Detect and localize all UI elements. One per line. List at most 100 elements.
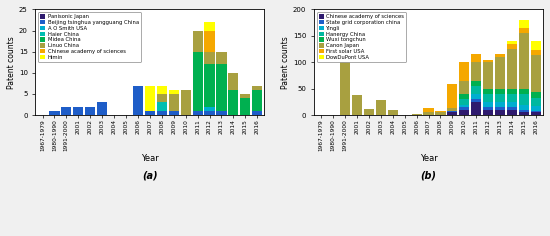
Bar <box>459 99 469 105</box>
Bar <box>192 52 203 111</box>
Bar <box>157 102 167 111</box>
Bar <box>471 62 481 81</box>
Bar <box>205 31 214 52</box>
Bar <box>519 113 529 115</box>
Bar <box>519 105 529 110</box>
Bar <box>471 81 481 86</box>
Legend: Panisonic Japan, Beijing tsinghua yangguang China, A O Smith USA, Haier China, M: Panisonic Japan, Beijing tsinghua yanggu… <box>38 12 141 62</box>
Bar <box>447 84 458 108</box>
Bar <box>97 102 107 115</box>
Bar <box>205 64 214 107</box>
Bar <box>483 102 493 107</box>
Bar <box>133 85 143 115</box>
Bar <box>471 54 481 62</box>
Bar <box>205 111 214 115</box>
Bar <box>180 90 191 115</box>
Bar <box>519 20 529 28</box>
Bar <box>507 94 517 102</box>
Bar <box>459 62 469 81</box>
Bar <box>169 90 179 94</box>
Bar <box>216 52 227 64</box>
Bar <box>531 55 541 93</box>
Bar <box>61 107 72 115</box>
Bar <box>471 86 481 94</box>
Bar <box>340 60 350 115</box>
Bar <box>50 111 59 115</box>
Bar <box>507 110 517 115</box>
Bar <box>507 44 517 49</box>
Bar <box>531 93 541 98</box>
Bar <box>228 90 239 115</box>
Bar <box>471 94 481 99</box>
Bar <box>205 107 214 111</box>
Bar <box>495 107 505 110</box>
Bar <box>145 85 155 111</box>
Bar <box>495 54 505 57</box>
Bar <box>240 94 250 98</box>
Bar <box>447 111 458 113</box>
Bar <box>447 113 458 115</box>
Bar <box>531 111 541 113</box>
Bar <box>436 113 446 115</box>
X-axis label: Year: Year <box>141 154 159 163</box>
Bar <box>459 94 469 99</box>
Bar <box>145 111 155 115</box>
Bar <box>376 100 386 115</box>
Bar <box>495 94 505 102</box>
Bar <box>169 111 179 115</box>
Bar <box>507 107 517 110</box>
Bar <box>507 89 517 94</box>
Bar <box>388 110 398 115</box>
Bar <box>205 22 214 31</box>
Bar <box>424 108 433 113</box>
Bar <box>216 64 227 111</box>
Bar <box>216 111 227 115</box>
Bar <box>519 94 529 105</box>
Bar <box>252 85 262 90</box>
Bar <box>252 90 262 111</box>
Bar <box>507 41 517 44</box>
Bar <box>157 111 167 115</box>
Y-axis label: Patent counts: Patent counts <box>7 36 16 89</box>
Bar <box>424 113 433 115</box>
Bar <box>205 52 214 64</box>
Bar <box>85 107 95 115</box>
Bar <box>192 31 203 52</box>
Bar <box>495 102 505 107</box>
Bar <box>531 98 541 106</box>
Bar <box>507 49 517 89</box>
Bar <box>240 98 250 115</box>
Bar <box>228 73 239 90</box>
Bar <box>519 110 529 113</box>
Bar <box>252 111 262 115</box>
Bar <box>459 110 469 115</box>
Bar <box>459 107 469 110</box>
Bar <box>483 60 493 62</box>
Bar <box>471 99 481 102</box>
Bar <box>169 94 179 111</box>
Bar <box>531 113 541 115</box>
Bar <box>495 110 505 115</box>
Bar <box>436 111 446 113</box>
Bar <box>352 95 362 115</box>
Legend: Chinese academy of sciences, State grid corporation china, Yingli, Hanergy China: Chinese academy of sciences, State grid … <box>317 12 406 62</box>
Bar <box>507 102 517 107</box>
Bar <box>459 105 469 107</box>
Bar <box>157 94 167 102</box>
Text: (b): (b) <box>421 170 437 180</box>
Bar <box>447 108 458 111</box>
Bar <box>531 50 541 55</box>
Bar <box>73 107 84 115</box>
Bar <box>411 114 422 115</box>
Bar <box>483 94 493 102</box>
Bar <box>192 111 203 115</box>
Bar <box>531 106 541 111</box>
Bar <box>483 110 493 115</box>
Bar <box>483 89 493 94</box>
Bar <box>495 89 505 94</box>
Bar <box>483 107 493 110</box>
Bar <box>531 41 541 50</box>
Bar <box>519 28 529 33</box>
Text: (a): (a) <box>142 170 158 180</box>
Bar <box>519 33 529 89</box>
